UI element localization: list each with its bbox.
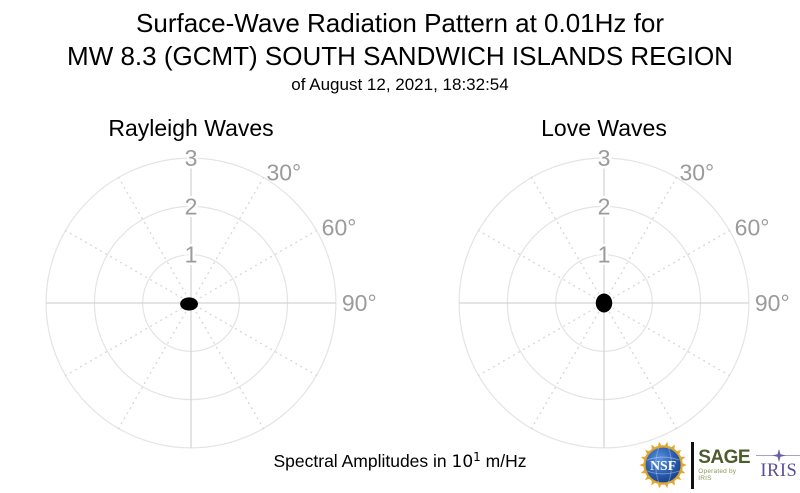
caption-exponent: 1 [473,450,481,464]
svg-text:60°: 60° [322,215,357,241]
angle-tick-labels: 30° 60° 90° [266,159,376,316]
radial-tick-labels: 1 2 3 [595,143,613,271]
iris-compass-icon [755,449,800,463]
sage-logo: SAGE Operated by IRIS [698,448,751,482]
svg-text:30°: 30° [266,159,301,185]
love-plot-title: Love Waves [541,115,667,141]
figure-subtitle-datetime: of August 12, 2021, 18:32:54 [291,75,509,94]
caption-suffix: m/Hz [480,451,527,471]
nsf-starburst [639,441,687,489]
radiation-pattern [180,297,199,311]
iris-label: IRIS [760,461,798,482]
logo-divider-bar [691,441,695,489]
nsf-label: NSF [650,458,676,473]
figure-title-line1: Surface-Wave Radiation Pattern at 0.01Hz… [136,8,664,38]
svg-text:2: 2 [598,193,611,219]
rayleigh-plot-title: Rayleigh Waves [108,115,274,141]
iris-logo: IRIS [755,449,800,482]
radial-tick-labels: 1 2 3 [182,143,200,271]
polar-grid [458,157,750,449]
caption-base: 10 [451,452,474,472]
amplitude-units-caption: Spectral Amplitudes in 101 m/Hz [0,450,800,472]
svg-text:30°: 30° [679,159,714,185]
figure-title-line2: MW 8.3 (GCMT) SOUTH SANDWICH ISLANDS REG… [67,41,733,71]
sage-label: SAGE [698,447,751,468]
svg-text:3: 3 [598,145,611,171]
polar-plot-love-waves: 1 2 3 30° 60° 90° [458,143,790,449]
caption-prefix: Spectral Amplitudes in [273,451,452,471]
nsf-logo: NSF [639,441,687,489]
svg-text:90°: 90° [755,290,790,316]
sponsor-logos: NSF SAGE Operated by IRIS IRIS [639,439,800,491]
sage-sublabel: Operated by IRIS [698,468,737,482]
angle-tick-labels: 30° 60° 90° [679,159,789,316]
svg-text:90°: 90° [342,290,377,316]
polar-plot-rayleigh-waves: 1 2 3 30° 60° 90° [45,143,377,449]
svg-text:3: 3 [185,145,198,171]
svg-text:1: 1 [598,242,611,268]
radiation-pattern [595,293,613,313]
svg-text:2: 2 [185,193,198,219]
svg-text:60°: 60° [735,215,770,241]
svg-text:1: 1 [185,242,198,268]
